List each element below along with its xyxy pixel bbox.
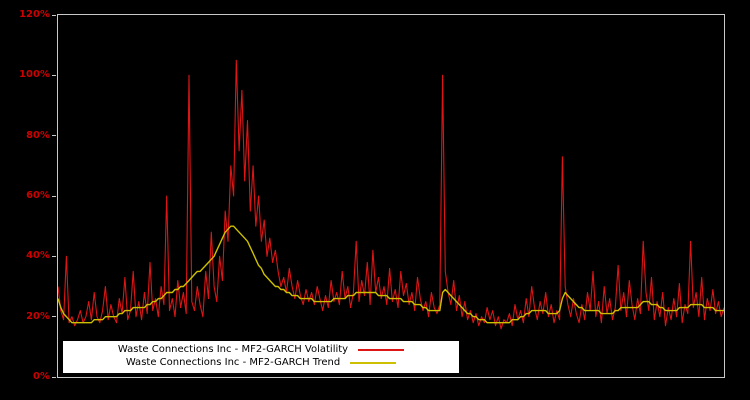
tick-mark xyxy=(52,255,56,257)
y-axis-tick-text: 0% xyxy=(33,371,50,382)
y-axis-tick-text: 80% xyxy=(26,129,50,141)
plot-svg xyxy=(58,59,724,330)
y-axis-tick-label: 100% xyxy=(19,70,56,80)
y-axis-tick-label: 20% xyxy=(26,310,56,322)
tick-mark xyxy=(52,195,56,197)
legend-entry-trend: Waste Connections Inc - MF2-GARCH Trend xyxy=(64,357,458,369)
legend: Waste Connections Inc - MF2-GARCH Volati… xyxy=(63,341,459,373)
y-axis: 120% 100% 80% 60% 40% 20% 0% xyxy=(0,10,56,382)
tick-mark xyxy=(52,376,56,378)
legend-line-sample-trend xyxy=(350,362,397,364)
y-axis-tick-label: 60% xyxy=(26,191,56,201)
legend-line-sample-volatility xyxy=(358,349,405,351)
tick-mark xyxy=(52,74,56,76)
y-axis-tick-label: 120% xyxy=(19,10,56,20)
y-axis-tick-text: 120% xyxy=(19,9,50,20)
plot-area xyxy=(57,14,725,378)
legend-entry-volatility: Waste Connections Inc - MF2-GARCH Volati… xyxy=(64,344,458,356)
y-axis-tick-label: 40% xyxy=(26,251,56,261)
y-axis-tick-text: 60% xyxy=(26,190,50,201)
y-axis-tick-text: 100% xyxy=(19,69,50,81)
tick-mark xyxy=(52,316,56,318)
y-axis-tick-label: 0% xyxy=(33,372,56,382)
legend-label-volatility: Waste Connections Inc - MF2-GARCH Volati… xyxy=(117,344,349,355)
legend-label-trend: Waste Connections Inc - MF2-GARCH Trend xyxy=(125,357,341,368)
tick-mark xyxy=(52,135,56,137)
tick-mark xyxy=(52,14,56,16)
y-axis-tick-text: 20% xyxy=(26,310,50,322)
y-axis-tick-text: 40% xyxy=(26,250,50,262)
y-axis-tick-label: 80% xyxy=(26,129,56,141)
